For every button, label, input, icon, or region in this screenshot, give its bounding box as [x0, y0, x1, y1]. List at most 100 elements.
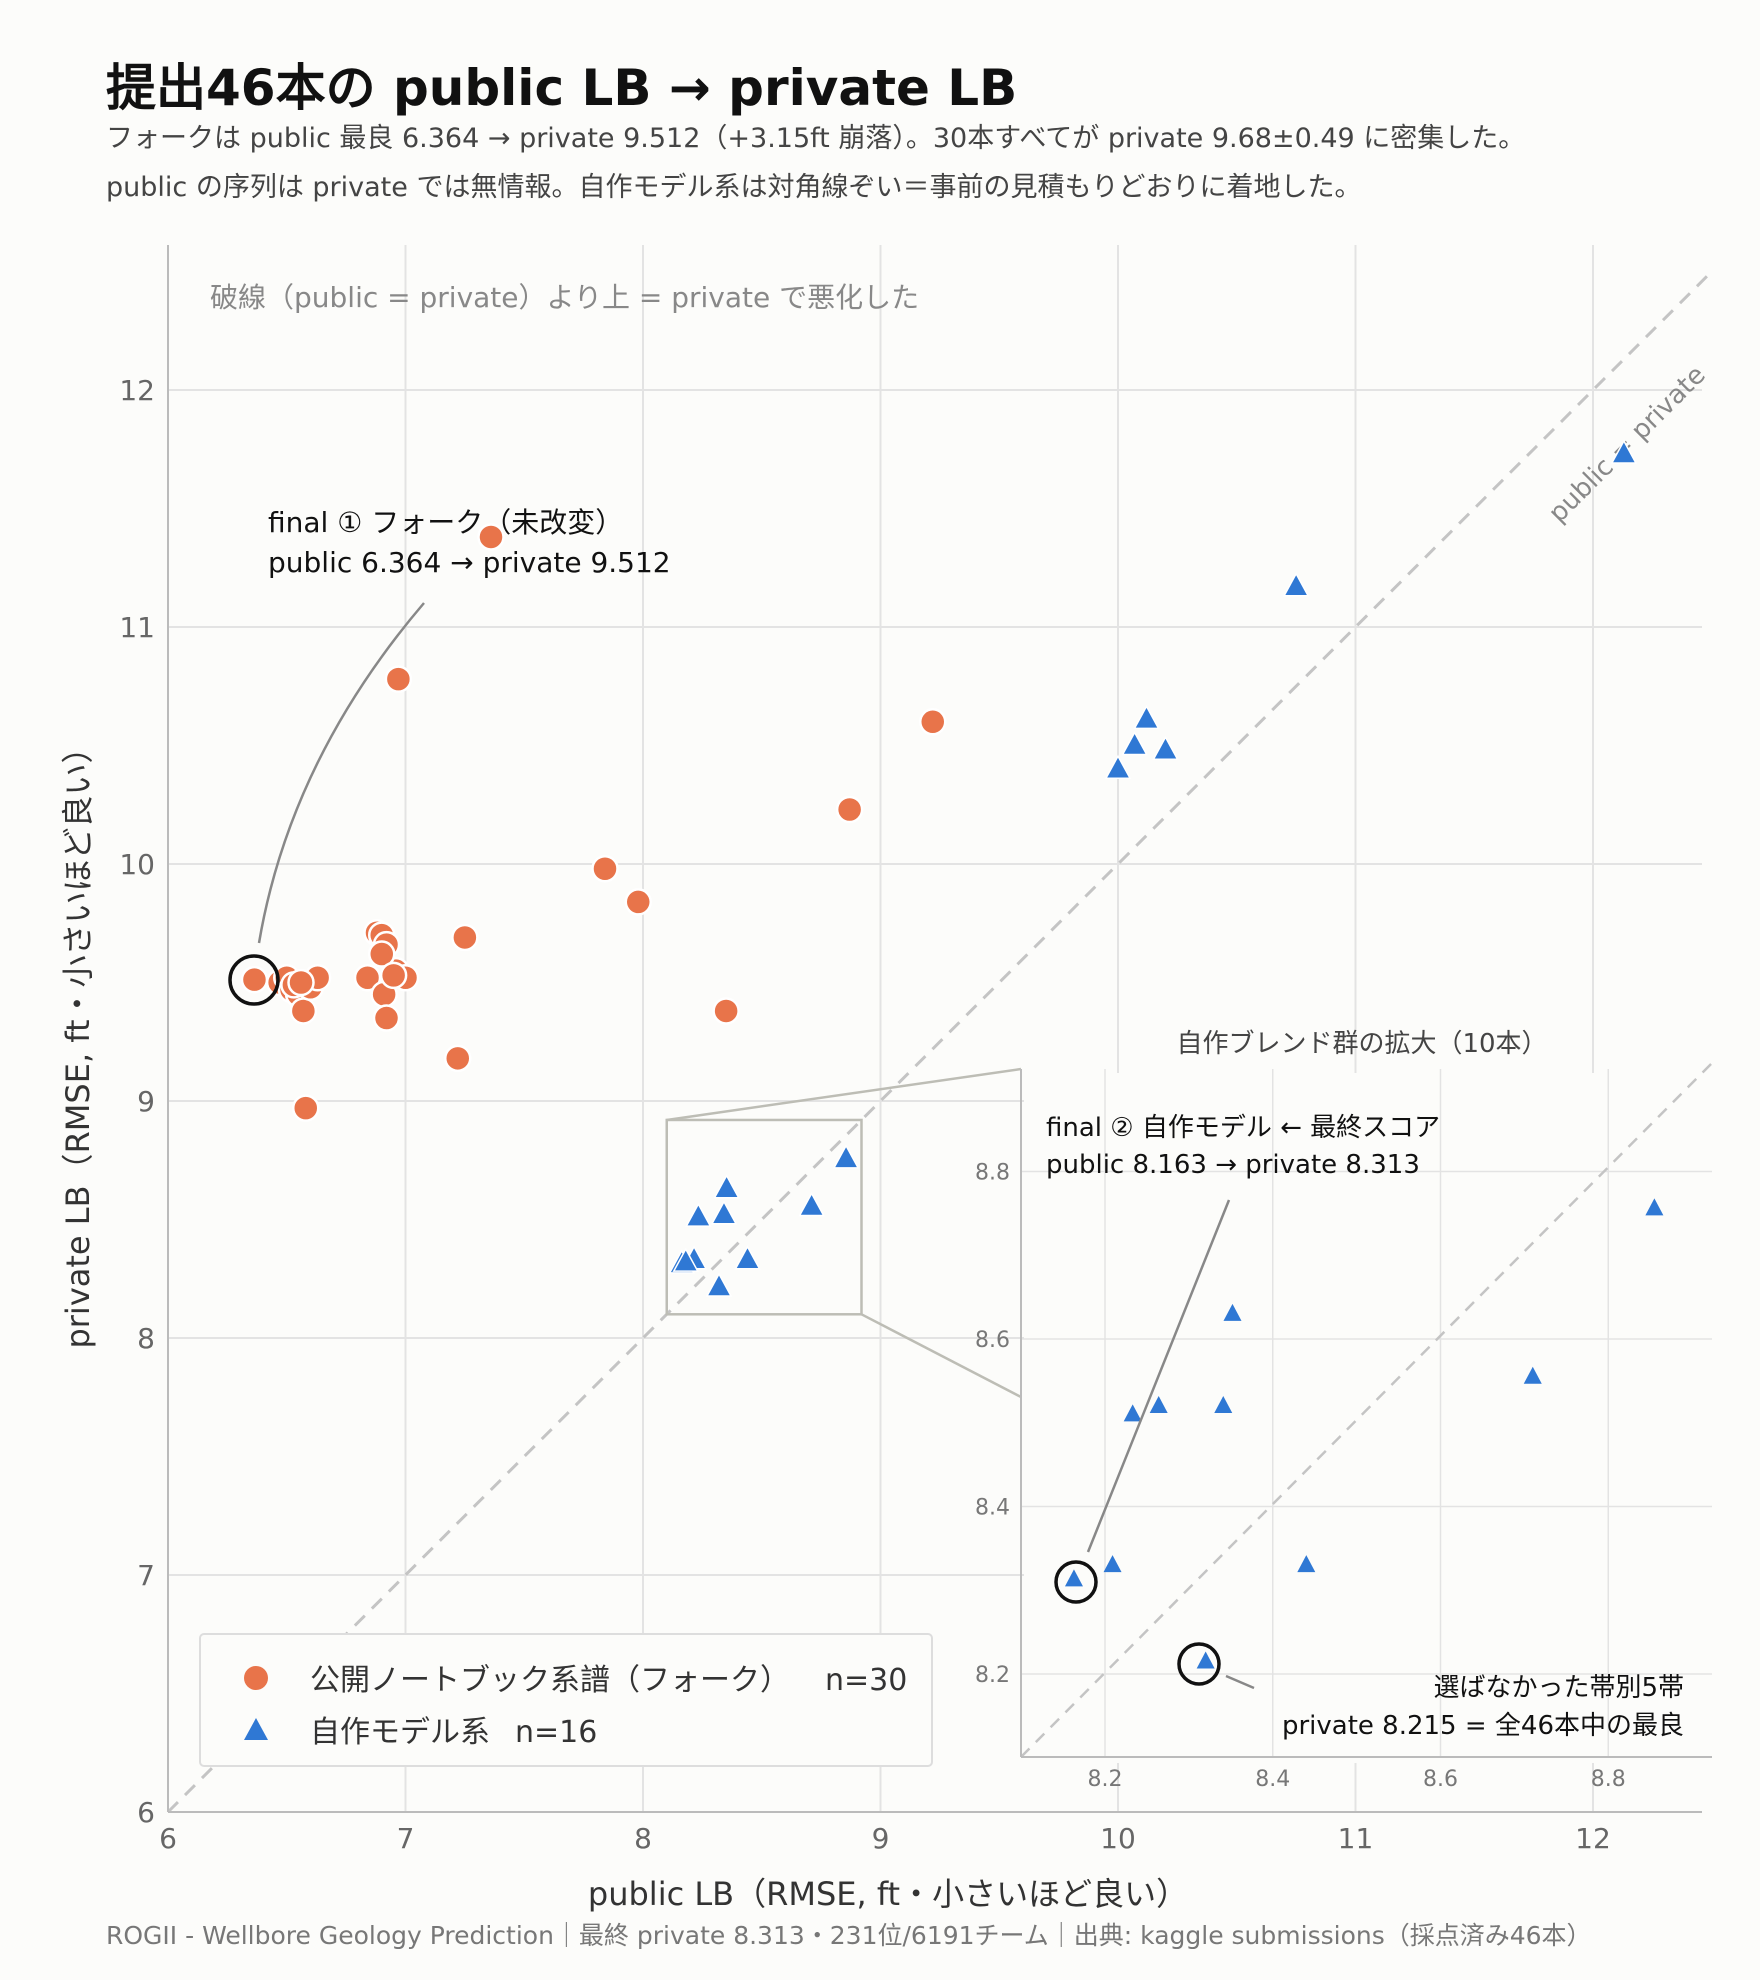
annotation-final1-line1: final ① フォーク（未改変）	[268, 506, 623, 539]
inset-axes: 8.2 8.4 8.6 8.8 8.2 8.4 8.6 8.8	[975, 1069, 1712, 1792]
inset-x-tick-label: 8.4	[1255, 1767, 1290, 1792]
fork-point	[451, 923, 479, 952]
x-axis-label: public LB（RMSE, ft・小さいほど良い）	[588, 1875, 1188, 1913]
annotation-best-line2: private 8.215 = 全46本中の最良	[1282, 1711, 1684, 1741]
final1-highlight-ring	[228, 954, 280, 1006]
inset-x-tick-label: 8.6	[1423, 1767, 1458, 1792]
x-tick-label: 12	[1575, 1822, 1611, 1855]
legend-fork-marker	[244, 1666, 268, 1690]
fork-point	[292, 1094, 320, 1122]
zoom-connector-top	[666, 1067, 1022, 1122]
own-model-point	[1121, 730, 1148, 756]
fork-point	[368, 940, 396, 968]
legend-box	[199, 1633, 933, 1767]
legend: 公開ノートブック系譜（フォーク） n=30 自作モデル系 n=16	[199, 1633, 933, 1767]
inset-own-model-point	[1103, 1555, 1122, 1573]
own-model-point	[798, 1191, 825, 1217]
inset-x-tick-label: 8.2	[1088, 1767, 1123, 1792]
own-model-point	[1610, 439, 1638, 464]
legend-own-count: n=16	[515, 1715, 597, 1750]
fork-point	[444, 1044, 472, 1073]
inset-own-model-point	[1064, 1569, 1083, 1587]
legend-fork-count: n=30	[825, 1663, 907, 1698]
own-model-point	[685, 1202, 712, 1227]
legend-own-label: 自作モデル系	[310, 1715, 490, 1750]
inset-x-tick-label: 8.8	[1591, 1767, 1626, 1792]
main-points	[240, 439, 1638, 1297]
annotation-final1-line2: public 6.364 → private 9.512	[268, 546, 671, 579]
own-model-point	[1104, 754, 1132, 779]
inset-zoom-chart: 8.2 8.4 8.6 8.8 8.2 8.4 8.6 8.8 自作ブレンド群の拡大（10本）…	[975, 1029, 1714, 1792]
x-tick-label: 8	[634, 1822, 652, 1855]
own-model-point	[710, 1200, 738, 1225]
fork-point	[712, 997, 740, 1025]
fork-point	[477, 523, 505, 551]
inset-y-tick-label: 8.4	[975, 1496, 1010, 1521]
legend-fork-label: 公開ノートブック系譜（フォーク）	[310, 1663, 790, 1698]
fork-point	[624, 888, 652, 916]
region-note: 破線（public = private）より上 = private で悪化した	[210, 281, 919, 314]
inset-title: 自作ブレンド群の拡大（10本）	[1176, 1029, 1547, 1059]
own-model-point	[734, 1245, 761, 1270]
fork-point	[919, 708, 947, 736]
x-tick-label: 7	[397, 1822, 415, 1855]
fork-point	[287, 968, 315, 997]
y-tick-label: 10	[119, 848, 155, 881]
main-diagonal	[166, 270, 1713, 1814]
own-model-point	[1282, 572, 1310, 597]
diagonal-line	[166, 270, 1713, 1814]
inset-own-model-point	[1149, 1396, 1168, 1413]
chart-subtitle-line2: public の序列は private では無情報。自作モデル系は対角線ぞい＝事…	[106, 172, 1362, 203]
inset-diagonal-line	[1020, 1062, 1713, 1758]
fork-point	[289, 997, 318, 1025]
own-model-point	[705, 1272, 733, 1297]
inset-y-tick-label: 8.8	[975, 1161, 1010, 1186]
footer-source: ROGII - Wellbore Geology Prediction｜最終 p…	[106, 1921, 1592, 1950]
own-model-point	[672, 1247, 700, 1272]
chart-subtitle-line1: フォークは public 最良 6.364 → private 9.512（+3…	[106, 123, 1526, 154]
x-tick-label: 6	[159, 1822, 177, 1855]
own-model-point	[1133, 704, 1160, 730]
y-tick-label: 8	[137, 1322, 155, 1355]
inset-own-model-point	[1523, 1366, 1542, 1384]
fork-point	[835, 795, 864, 824]
inset-grid	[1021, 1069, 1712, 1757]
x-tick-label: 11	[1338, 1822, 1374, 1855]
x-tick-label: 10	[1100, 1822, 1136, 1855]
legend-own-marker	[244, 1718, 268, 1740]
own-model-point	[832, 1144, 860, 1169]
fork-point	[353, 964, 382, 992]
own-model-point	[1152, 735, 1179, 760]
own-model-point	[713, 1174, 740, 1199]
best-private-highlight-ring	[1177, 1642, 1221, 1686]
y-tick-label: 12	[119, 374, 155, 407]
y-tick-label: 7	[137, 1559, 155, 1592]
y-tick-label: 11	[119, 611, 155, 644]
annotation-best-arrow	[1225, 1674, 1255, 1690]
fork-point	[379, 961, 408, 990]
inset-own-model-point	[1123, 1404, 1142, 1422]
zoom-box	[665, 1067, 1022, 1399]
zoom-region-rect	[665, 1118, 863, 1316]
inset-y-tick-label: 8.6	[975, 1328, 1010, 1353]
annotation-final2-arrow	[1086, 1199, 1231, 1553]
inset-own-model-point	[1645, 1198, 1664, 1216]
inset-own-model-point	[1297, 1555, 1316, 1573]
annotation-best-line1: 選ばなかった帯別5帯	[1433, 1673, 1684, 1703]
y-axis-label: private LB（RMSE, ft・小さいほど良い）	[59, 731, 97, 1348]
inset-own-model-point	[1223, 1303, 1242, 1321]
annotation-final2-line2: public 8.163 → private 8.313	[1046, 1150, 1420, 1180]
diagonal-label: public = private	[1543, 360, 1712, 529]
main-axes: 6 7 8 9 10 11 12 6 7 8 9 10 11 12	[119, 245, 1702, 1855]
inset-diagonal	[1020, 1062, 1713, 1758]
final2-highlight-ring	[1054, 1560, 1098, 1604]
inset-own-model-point	[1214, 1396, 1233, 1413]
inset-y-tick-label: 8.2	[975, 1663, 1010, 1688]
fork-point	[372, 1004, 401, 1032]
inset-points	[1064, 1198, 1664, 1669]
y-tick-label: 6	[137, 1796, 155, 1829]
zoom-connector-bottom	[860, 1313, 1022, 1399]
annotation-final2-line1: final ② 自作モデル ← 最終スコア	[1046, 1113, 1440, 1143]
fork-point	[240, 965, 269, 994]
